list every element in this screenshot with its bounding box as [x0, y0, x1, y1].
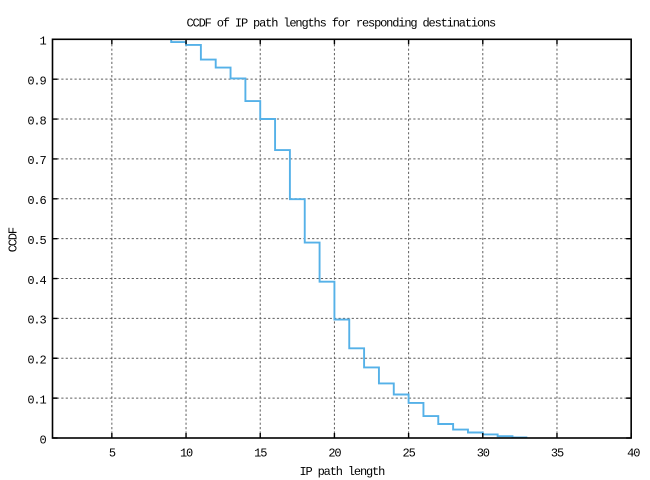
- svg-text:0: 0: [39, 433, 46, 447]
- svg-text:30: 30: [477, 447, 490, 461]
- svg-text:20: 20: [328, 447, 341, 461]
- svg-text:35: 35: [551, 447, 564, 461]
- svg-text:1: 1: [39, 35, 46, 49]
- svg-text:CCDF of IP path lengths for re: CCDF of IP path lengths for responding d…: [186, 16, 496, 30]
- svg-text:0.4: 0.4: [27, 274, 46, 288]
- svg-text:15: 15: [254, 447, 267, 461]
- svg-text:CCDF: CCDF: [7, 227, 21, 252]
- svg-text:25: 25: [403, 447, 416, 461]
- svg-text:0.9: 0.9: [27, 75, 46, 89]
- svg-text:5: 5: [109, 447, 116, 461]
- svg-text:0.3: 0.3: [27, 314, 46, 328]
- svg-text:10: 10: [180, 447, 193, 461]
- svg-text:0.7: 0.7: [27, 154, 46, 168]
- svg-text:0.2: 0.2: [27, 354, 46, 368]
- svg-text:0.8: 0.8: [27, 114, 46, 128]
- svg-text:0.1: 0.1: [27, 393, 46, 407]
- svg-text:40: 40: [627, 447, 640, 461]
- svg-text:IP path length: IP path length: [299, 465, 385, 479]
- svg-text:0.5: 0.5: [27, 234, 46, 248]
- svg-text:0.6: 0.6: [27, 194, 46, 208]
